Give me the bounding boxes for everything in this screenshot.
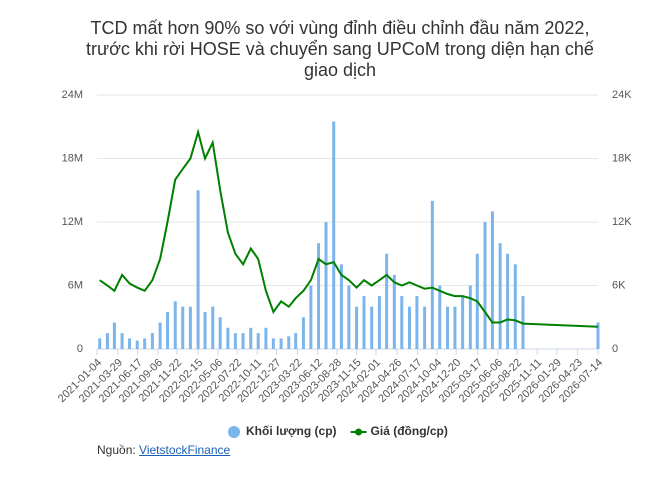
volume-bar <box>112 322 116 349</box>
volume-bar <box>461 296 465 349</box>
volume-bar <box>324 222 328 349</box>
volume-bar <box>453 306 457 349</box>
chart-title: TCD mất hơn 90% so với vùng đỉnh điều ch… <box>86 18 594 80</box>
volume-bar <box>150 333 154 349</box>
volume-bar <box>203 311 207 349</box>
volume-bar <box>370 306 374 349</box>
volume-bar <box>218 317 222 349</box>
volume-bar <box>271 338 275 349</box>
volume-bar <box>128 338 132 349</box>
y-tick-label: 18M <box>62 152 83 164</box>
volume-bar <box>498 243 502 349</box>
volume-bar <box>407 306 411 349</box>
volume-bar <box>120 333 124 349</box>
source-label: Nguồn: <box>97 443 136 457</box>
volume-bar <box>249 327 253 349</box>
volume-bar <box>430 200 434 349</box>
y2-tick-label: 6K <box>612 279 626 291</box>
volume-bar <box>135 340 139 349</box>
volume-bar <box>400 296 404 349</box>
volume-bar <box>490 211 494 349</box>
legend-marker <box>228 426 240 438</box>
volume-bar <box>347 285 351 349</box>
volume-bar <box>181 306 185 349</box>
volume-bar <box>483 222 487 349</box>
volume-bar <box>105 333 109 349</box>
volume-bar <box>377 296 381 349</box>
volume-bar <box>98 338 102 349</box>
source: Nguồn: VietstockFinance <box>97 443 230 457</box>
volume-bar <box>294 333 298 349</box>
volume-bar <box>241 333 245 349</box>
volume-bar <box>438 285 442 349</box>
volume-bar <box>166 311 170 349</box>
volume-bar <box>506 253 510 349</box>
volume-bar <box>287 336 291 349</box>
y2-tick-label: 24K <box>612 89 632 101</box>
volume-bar <box>256 333 260 349</box>
y-tick-label: 6M <box>68 279 83 291</box>
volume-bar <box>513 264 517 349</box>
volume-bar <box>355 306 359 349</box>
volume-bar <box>385 253 389 349</box>
volume-bar <box>596 322 600 349</box>
legend-marker <box>355 428 363 436</box>
y2-tick-label: 12K <box>612 216 632 228</box>
y2-tick-label: 0 <box>612 343 618 355</box>
volume-bar <box>445 306 449 349</box>
volume-bar <box>362 296 366 349</box>
y-tick-label: 24M <box>62 89 83 101</box>
volume-bar <box>423 306 427 349</box>
price-line <box>99 128 599 328</box>
volume-bar <box>339 264 343 349</box>
volume-bar <box>309 285 313 349</box>
volume-bar <box>196 190 200 349</box>
y-tick-label: 12M <box>62 216 83 228</box>
volume-bar <box>188 306 192 349</box>
y2-tick-label: 18K <box>612 152 632 164</box>
volume-bar <box>173 301 177 349</box>
volume-bar <box>143 338 147 349</box>
volume-bar <box>301 317 305 349</box>
legend-label: Giá (đồng/cp) <box>371 424 448 438</box>
volume-bar <box>279 338 283 349</box>
volume-bar <box>158 322 162 349</box>
volume-bar <box>317 243 321 349</box>
source-link[interactable]: VietstockFinance <box>139 443 231 457</box>
y-tick-label: 0 <box>77 343 83 355</box>
volume-bar <box>233 333 237 349</box>
volume-bar <box>468 285 472 349</box>
volume-bar <box>211 306 215 349</box>
volume-bar <box>226 327 230 349</box>
volume-bar <box>415 296 419 349</box>
volume-bar <box>392 274 396 349</box>
volume-bar <box>332 121 336 349</box>
legend-label: Khối lượng (cp) <box>246 424 337 438</box>
volume-bar <box>264 327 268 349</box>
